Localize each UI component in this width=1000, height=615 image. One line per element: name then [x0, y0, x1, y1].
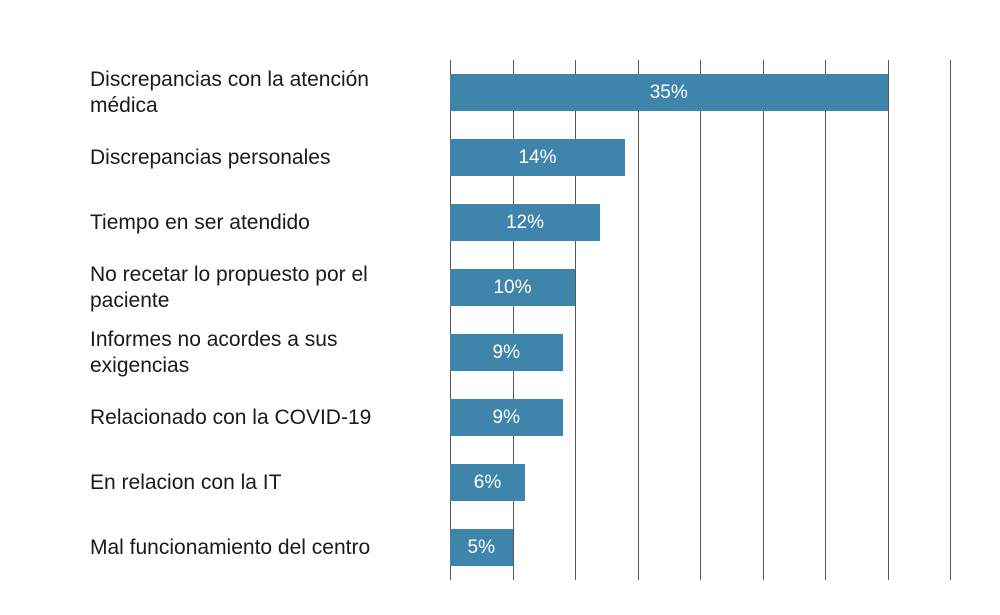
- bar-row: 6%: [450, 450, 950, 515]
- bar-row: 35%: [450, 60, 950, 125]
- bar: 10%: [450, 269, 575, 306]
- bar-value-label: 35%: [650, 82, 688, 104]
- gridline: [950, 60, 951, 580]
- category-label: En relacion con la IT: [90, 450, 435, 515]
- bar-row: 5%: [450, 515, 950, 580]
- bar-value-label: 9%: [493, 342, 520, 364]
- bar-chart: 35% 14% 12% 10% 9% 9% 6% 5% Discrepancias con l…: [0, 0, 1000, 615]
- bar-value-label: 9%: [493, 407, 520, 429]
- bar: 9%: [450, 334, 563, 371]
- bar-row: 12%: [450, 190, 950, 255]
- bar-value-label: 6%: [474, 472, 501, 494]
- bar-value-label: 14%: [518, 147, 556, 169]
- bar: 12%: [450, 204, 600, 241]
- bar: 35%: [450, 74, 888, 111]
- bar: 9%: [450, 399, 563, 436]
- bar-row: 9%: [450, 385, 950, 450]
- bar-value-label: 10%: [493, 277, 531, 299]
- category-label: No recetar lo propuesto por el paciente: [90, 255, 435, 320]
- bar-row: 10%: [450, 255, 950, 320]
- category-label: Tiempo en ser atendido: [90, 190, 435, 255]
- category-label: Informes no acordes a sus exigencias: [90, 320, 435, 385]
- category-label: Discrepancias personales: [90, 125, 435, 190]
- bar-row: 9%: [450, 320, 950, 385]
- bar: 6%: [450, 464, 525, 501]
- category-label: Relacionado con la COVID-19: [90, 385, 435, 450]
- bar-value-label: 12%: [506, 212, 544, 234]
- category-label: Discrepancias con la atención médica: [90, 60, 435, 125]
- category-label: Mal funcionamiento del centro: [90, 515, 435, 580]
- bar: 14%: [450, 139, 625, 176]
- bar-row: 14%: [450, 125, 950, 190]
- bar: 5%: [450, 529, 513, 566]
- bar-value-label: 5%: [468, 537, 495, 559]
- plot-area: 35% 14% 12% 10% 9% 9% 6% 5%: [450, 60, 950, 580]
